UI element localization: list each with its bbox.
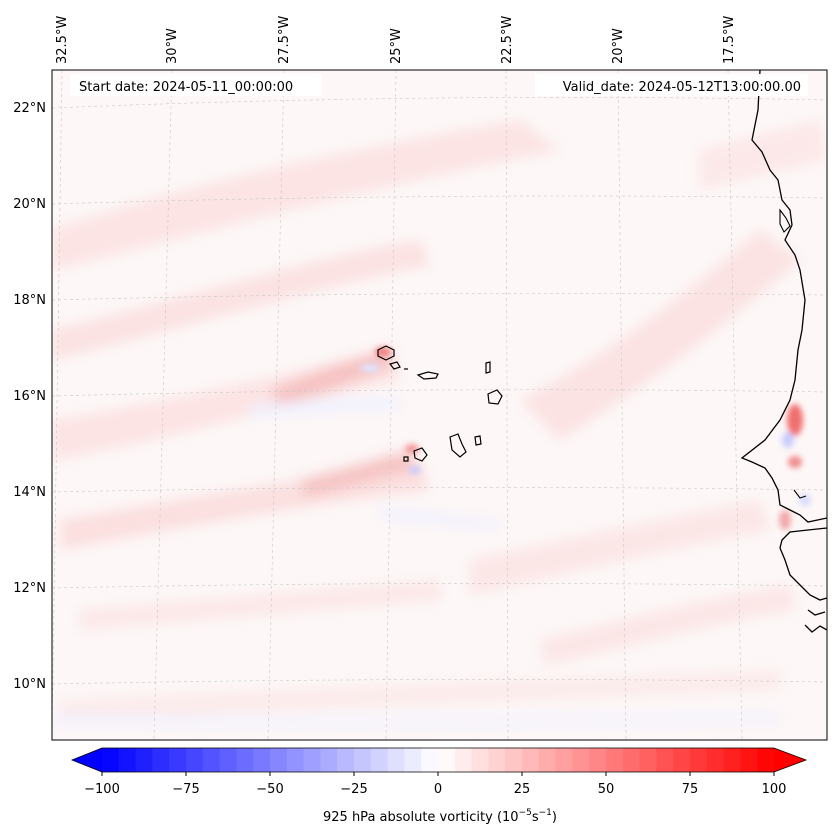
lat-label: 10°N bbox=[13, 677, 46, 692]
colorbar-segment bbox=[522, 748, 540, 772]
colorbar-segment bbox=[555, 748, 573, 772]
colorbar-tick-label: 0 bbox=[434, 782, 442, 797]
colorbar-tick-label: 25 bbox=[514, 782, 531, 797]
colorbar-segment bbox=[152, 748, 170, 772]
colorbar-tick-label: 50 bbox=[598, 782, 615, 797]
colorbar-segment bbox=[606, 748, 624, 772]
lat-labels: 22°N 20°N 18°N 16°N 14°N 12°N 10°N bbox=[13, 101, 46, 692]
coastlines bbox=[740, 70, 827, 633]
colorbar-segment bbox=[757, 748, 775, 772]
island-fogo bbox=[413, 447, 428, 462]
colorbar-segments bbox=[102, 748, 775, 772]
island-sao-nicolau bbox=[416, 371, 439, 380]
colorbar-title: 925 hPa absolute vorticity (10−5s−1) bbox=[323, 808, 557, 825]
colorbar-tick-label: 100 bbox=[762, 782, 787, 797]
lat-label: 16°N bbox=[13, 389, 46, 404]
colorbar-tick-label: 75 bbox=[682, 782, 699, 797]
colorbar-segment bbox=[303, 748, 321, 772]
colorbar-tick-label: −25 bbox=[340, 782, 367, 797]
colorbar-segment bbox=[589, 748, 607, 772]
cape-verde-islands bbox=[377, 345, 503, 462]
lat-label: 12°N bbox=[13, 581, 46, 596]
colorbar-segment bbox=[270, 748, 288, 772]
colorbar-segment bbox=[572, 748, 590, 772]
gridlines bbox=[52, 70, 827, 740]
colorbar-segment bbox=[186, 748, 204, 772]
colorbar-tick-label: −75 bbox=[172, 782, 199, 797]
lon-label: 25°W bbox=[389, 28, 404, 64]
colorbar-segment bbox=[219, 748, 237, 772]
island-sal bbox=[485, 361, 491, 374]
colorbar-segment bbox=[169, 748, 187, 772]
start-date-box: Start date: 2024-05-11_00:00:00 bbox=[70, 74, 322, 96]
start-date-text: Start date: 2024-05-11_00:00:00 bbox=[79, 80, 293, 95]
colorbar-segment bbox=[488, 748, 506, 772]
colorbar-segment bbox=[236, 748, 254, 772]
colorbar-segment bbox=[404, 748, 422, 772]
africa-coastline bbox=[740, 70, 827, 523]
colorbar-segment bbox=[538, 748, 556, 772]
senegal-coast-details bbox=[779, 208, 807, 499]
island-boa-vista bbox=[487, 389, 503, 405]
vorticity-cores bbox=[360, 347, 811, 530]
colorbar-segment bbox=[387, 748, 405, 772]
africa-coastline-south bbox=[779, 527, 827, 601]
colorbar-segment bbox=[354, 748, 372, 772]
island-maio bbox=[474, 435, 482, 446]
colorbar-tick-labels: −100 −75 −50 −25 0 25 50 75 100 bbox=[84, 782, 786, 797]
colorbar-segment bbox=[656, 748, 674, 772]
lon-label: 30°W bbox=[165, 28, 180, 64]
colorbar-segment bbox=[706, 748, 724, 772]
colorbar-segment bbox=[135, 748, 153, 772]
colorbar-segment bbox=[320, 748, 338, 772]
colorbar-max-extend bbox=[774, 748, 806, 772]
colorbar-segment bbox=[690, 748, 708, 772]
lon-label: 27.5°W bbox=[277, 16, 292, 64]
colorbar-tick-label: −50 bbox=[256, 782, 283, 797]
colorbar-segment bbox=[673, 748, 691, 772]
colorbar-segment bbox=[370, 748, 388, 772]
map-panel: Start date: 2024-05-11_00:00:00 Valid_da… bbox=[52, 70, 827, 740]
island-santo-antao bbox=[377, 345, 395, 361]
lat-label: 20°N bbox=[13, 197, 46, 212]
colorbar-segment bbox=[639, 748, 657, 772]
lat-label: 22°N bbox=[13, 101, 46, 116]
valid-date-box: Valid_date: 2024-05-12T13:00:00.00 bbox=[535, 74, 808, 96]
lon-labels: 32.5°W 30°W 27.5°W 25°W 22.5°W 20°W 17.5… bbox=[55, 16, 737, 64]
colorbar-segment bbox=[723, 748, 741, 772]
lat-label: 14°N bbox=[13, 485, 46, 500]
colorbar-segment bbox=[505, 748, 523, 772]
colorbar-segment bbox=[740, 748, 758, 772]
island-santiago bbox=[449, 433, 467, 458]
lon-label: 22.5°W bbox=[500, 16, 515, 64]
colorbar-segment bbox=[202, 748, 220, 772]
colorbar: −100 −75 −50 −25 0 25 50 75 100 925 hPa … bbox=[70, 747, 808, 825]
colorbar-tick-label: −100 bbox=[84, 782, 120, 797]
colorbar-segment bbox=[118, 748, 136, 772]
map-frame bbox=[51, 69, 828, 741]
colorbar-segment bbox=[286, 748, 304, 772]
valid-date-text: Valid_date: 2024-05-12T13:00:00.00 bbox=[563, 80, 801, 95]
colorbar-segment bbox=[438, 748, 456, 772]
island-sao-vicente bbox=[388, 361, 401, 370]
vorticity-field bbox=[52, 120, 825, 729]
lon-label: 17.5°W bbox=[722, 16, 737, 64]
colorbar-segment bbox=[421, 748, 439, 772]
colorbar-segment bbox=[454, 748, 472, 772]
lon-label: 32.5°W bbox=[55, 16, 70, 64]
colorbar-segment bbox=[253, 748, 271, 772]
island-brava bbox=[403, 456, 409, 462]
colorbar-ticks bbox=[101, 772, 775, 776]
colorbar-segment bbox=[102, 748, 120, 772]
colorbar-segment bbox=[337, 748, 355, 772]
lat-label: 18°N bbox=[13, 293, 46, 308]
colorbar-segment bbox=[471, 748, 489, 772]
lon-label: 20°W bbox=[611, 28, 626, 64]
colorbar-min-extend bbox=[72, 748, 102, 772]
colorbar-segment bbox=[622, 748, 640, 772]
